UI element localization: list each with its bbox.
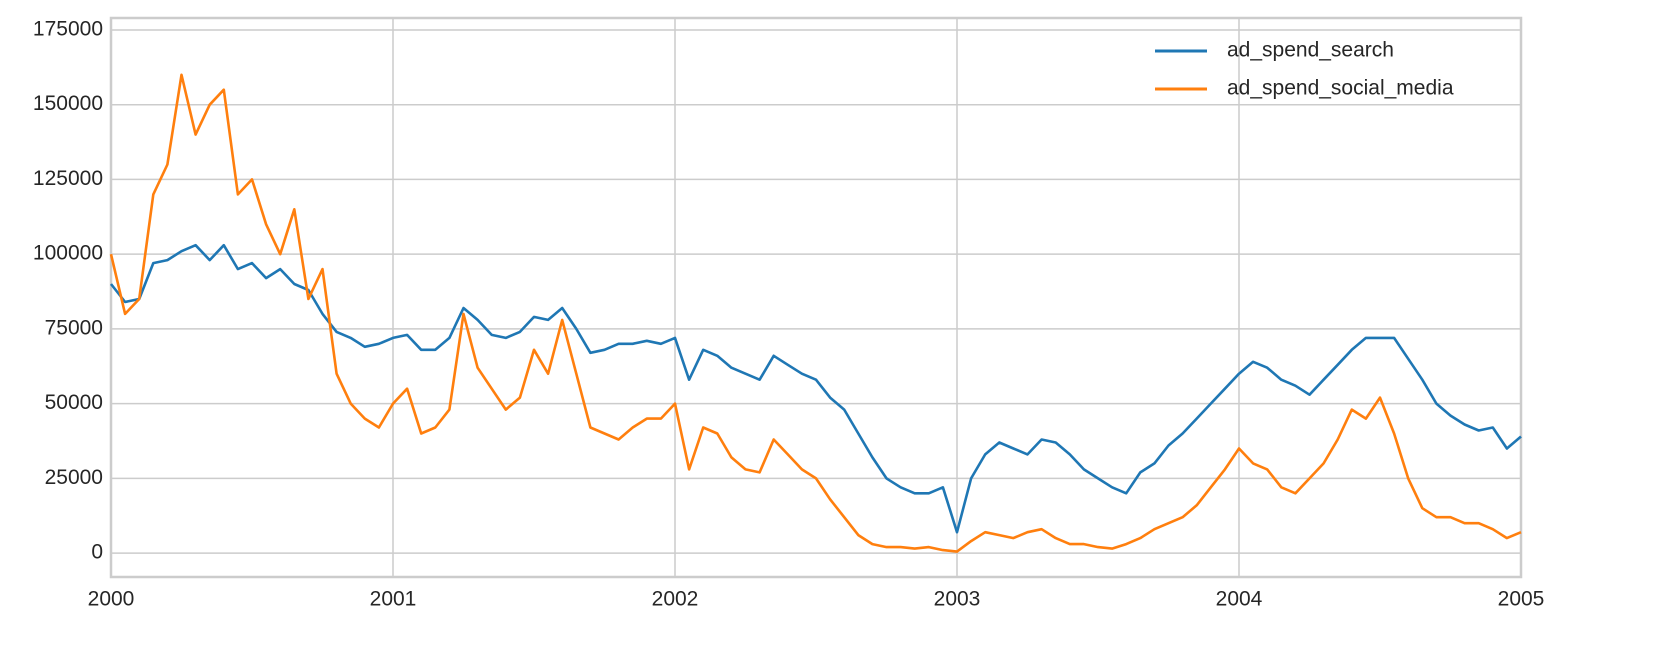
x-tick-label: 2003	[934, 588, 981, 611]
x-tick-label: 2000	[88, 588, 135, 611]
legend-label: ad_spend_search	[1227, 39, 1394, 62]
x-tick-label: 2004	[1216, 588, 1263, 611]
x-tick-label: 2001	[370, 588, 417, 611]
legend-label: ad_spend_social_media	[1227, 77, 1454, 100]
y-tick-label: 125000	[33, 167, 103, 190]
y-tick-label: 75000	[45, 316, 103, 339]
plot-frame	[109, 16, 1523, 579]
y-tick-label: 50000	[45, 391, 103, 414]
y-tick-label: 25000	[45, 466, 103, 489]
x-tick-label: 2002	[652, 588, 699, 611]
y-tick-label: 0	[91, 541, 103, 564]
y-tick-label: 150000	[33, 92, 103, 115]
series-line	[109, 73, 1522, 553]
x-tick-label: 2005	[1498, 588, 1545, 611]
y-tick-label: 175000	[33, 18, 103, 41]
series-line	[109, 243, 1522, 534]
y-tick-label: 100000	[33, 242, 103, 265]
